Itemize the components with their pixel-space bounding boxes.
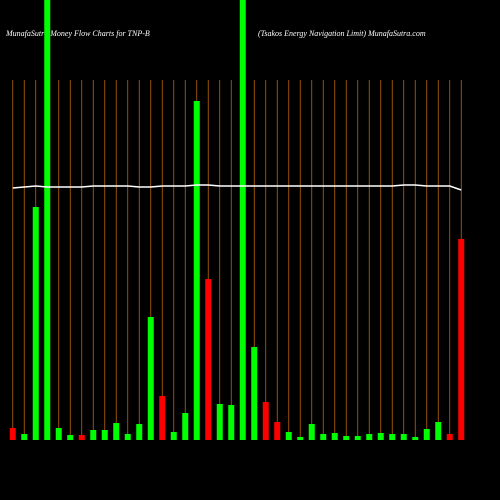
- bar: [366, 434, 373, 440]
- bar: [251, 347, 258, 440]
- bar: [67, 435, 74, 440]
- bar: [423, 429, 430, 440]
- bar: [297, 437, 304, 440]
- bar: [182, 413, 189, 440]
- bar: [55, 428, 62, 440]
- bar: [124, 434, 131, 440]
- chart-title: MunafaSutra Money Flow Charts for TNP-B: [5, 29, 150, 38]
- bar: [147, 317, 154, 440]
- bar: [389, 434, 396, 440]
- plot-area: [9, 0, 465, 440]
- bar: [308, 424, 315, 440]
- bar: [458, 239, 465, 440]
- bar: [320, 434, 327, 440]
- bar: [193, 101, 200, 440]
- bar: [400, 434, 407, 440]
- bar: [331, 433, 338, 440]
- bar: [170, 432, 177, 440]
- bar: [274, 422, 281, 440]
- bar: [377, 433, 384, 440]
- bar: [228, 405, 235, 440]
- bar: [239, 0, 246, 440]
- bar: [136, 424, 143, 440]
- bar: [285, 432, 292, 440]
- bar: [343, 436, 350, 440]
- bar: [216, 404, 223, 440]
- bar: [435, 422, 442, 440]
- price-line: [12, 184, 462, 191]
- bar: [32, 207, 39, 440]
- bar: [78, 435, 85, 440]
- bar: [262, 402, 269, 440]
- bar: [90, 430, 97, 440]
- chart-subtitle: (Tsakos Energy Navigation Limit) MunafaS…: [258, 29, 426, 38]
- bar: [159, 396, 166, 440]
- bar: [205, 279, 212, 440]
- bar: [446, 434, 453, 440]
- bar: [412, 437, 419, 440]
- bar: [21, 434, 28, 440]
- bar: [354, 436, 361, 440]
- bar: [44, 0, 51, 440]
- bar: [9, 428, 16, 440]
- bar: [101, 430, 108, 440]
- bar: [113, 423, 120, 440]
